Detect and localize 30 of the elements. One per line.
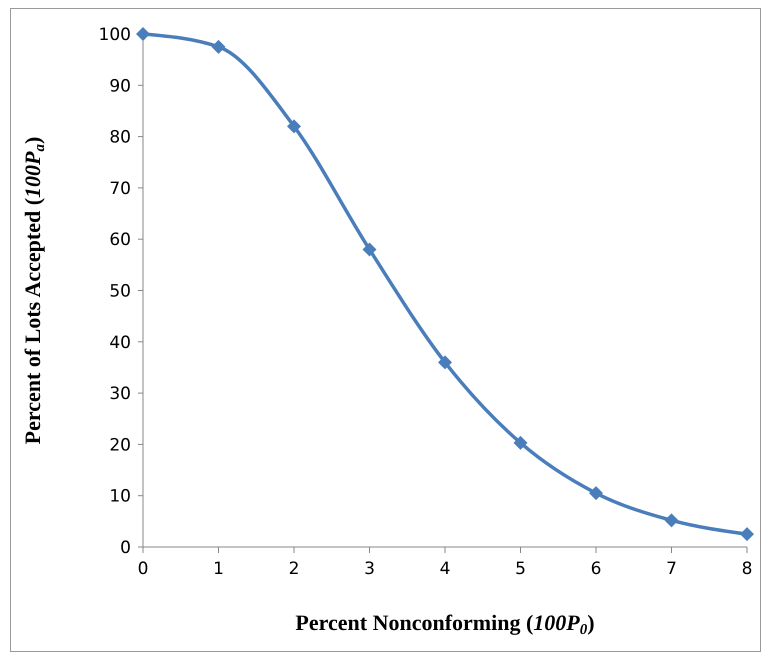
x-tick-label: 7 [666, 559, 677, 579]
x-axis-title: Percent Nonconforming (100P$_{0}$) [295, 610, 595, 638]
point [438, 355, 452, 370]
y-tick-label: 90 [109, 76, 131, 96]
x-tick-label: 2 [288, 559, 300, 579]
y-tick-label: 0 [120, 538, 131, 558]
x-tick-label: 5 [515, 559, 526, 579]
point [287, 119, 301, 134]
y-tick-label: 60 [109, 230, 131, 250]
point [136, 27, 150, 41]
point [212, 40, 226, 54]
x-tick-label: 8 [742, 559, 752, 579]
y-tick-label: 30 [109, 384, 131, 404]
x-tick-label: 4 [440, 559, 450, 579]
y-tick-label: 100 [98, 24, 131, 45]
point [740, 527, 754, 542]
x-tick-label: 1 [213, 559, 224, 579]
x-tick-label: 3 [364, 559, 375, 579]
y-tick-label: 40 [109, 332, 131, 353]
point [362, 242, 376, 256]
point [664, 513, 678, 528]
y-tick-label: 70 [109, 178, 131, 199]
y-tick-label: 10 [109, 486, 131, 507]
point [514, 436, 528, 450]
y-tick-label: 50 [109, 281, 131, 302]
y-tick-label: 80 [109, 128, 131, 148]
x-tick-label: 6 [590, 559, 602, 579]
point [589, 486, 603, 500]
x-tick-label: 0 [138, 559, 148, 579]
y-tick-label: 20 [109, 435, 131, 456]
